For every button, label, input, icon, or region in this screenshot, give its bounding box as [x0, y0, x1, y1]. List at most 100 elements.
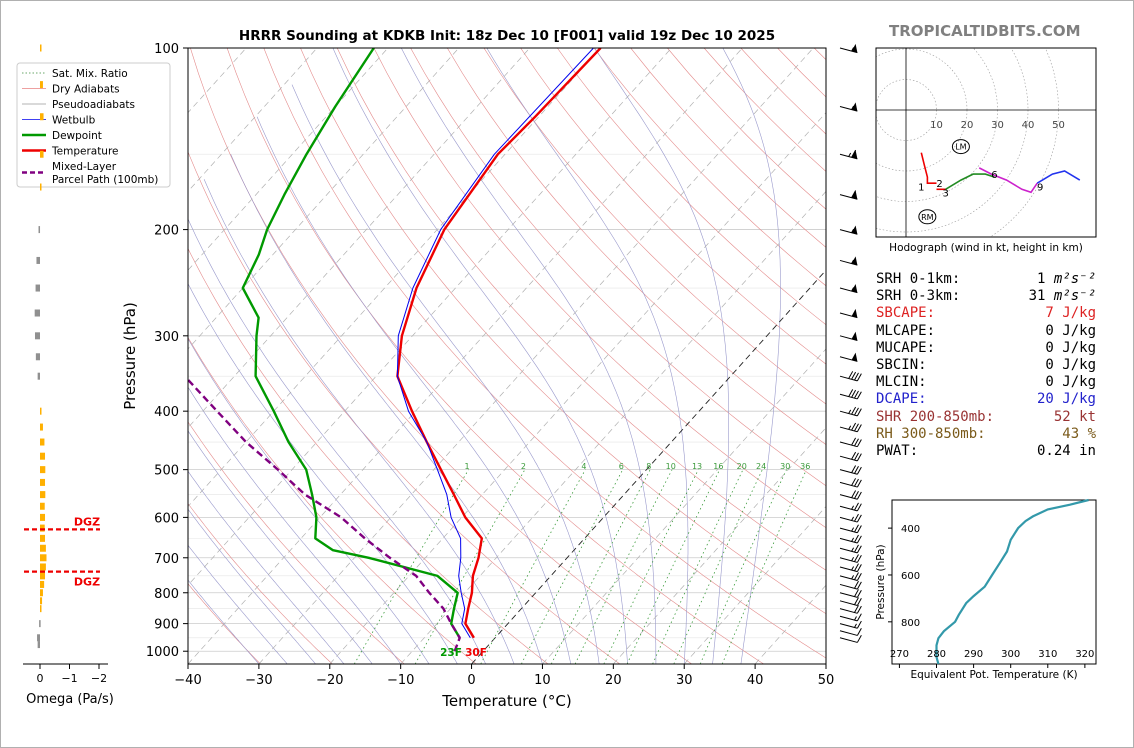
dewpoint-line — [241, 48, 461, 639]
mixing-ratio-label: 24 — [756, 462, 766, 471]
barb-full — [856, 466, 862, 475]
wind-barb — [839, 490, 862, 500]
barb-half — [848, 425, 852, 430]
barb-half — [848, 409, 852, 414]
barb-full — [856, 581, 862, 590]
stat-value: 43 % — [1062, 425, 1096, 442]
dry-adiabat — [190, 48, 692, 664]
legend-label: Parcel Path (100mb) — [52, 174, 158, 186]
dry-adiabat — [336, 48, 826, 571]
stat-row: PWAT: 0.24 in — [876, 443, 1096, 460]
wind-barb — [839, 620, 862, 629]
dgz-markers: DGZ DGZ — [24, 515, 100, 589]
wind-barb — [839, 149, 858, 160]
hodograph-height-label: 9 — [1037, 182, 1043, 193]
y-tick-label: 100 — [154, 42, 179, 57]
barb-full — [856, 479, 862, 488]
wind-barb — [839, 190, 858, 200]
omega-bar — [40, 438, 45, 446]
barb-full — [856, 491, 862, 500]
barb-full — [856, 514, 862, 523]
pseudoadiabat — [188, 338, 430, 664]
isotherm — [542, 348, 826, 664]
pseudoadiabat — [188, 430, 373, 664]
mixing-ratio-line — [353, 469, 469, 664]
mixing-ratio-label: 1 — [464, 462, 469, 471]
omega-bars — [34, 44, 47, 649]
omega-tick-label: 0 — [37, 672, 44, 685]
x-tick-label: −30 — [245, 673, 272, 688]
theta-e-x-label: Equivalent Pot. Temperature (K) — [910, 669, 1077, 681]
dgz-label: DGZ — [74, 576, 100, 589]
theta-e-content: 270 280 290 300 310 320 400 600 800 — [888, 498, 1094, 668]
stat-value: 0.24 in — [1036, 443, 1096, 460]
pseudoadiabat — [203, 179, 515, 664]
omega-bar — [40, 183, 42, 191]
barb-shaft — [839, 455, 858, 462]
theta-e-x-tick-label: 310 — [1038, 649, 1057, 660]
barb-half — [851, 557, 855, 562]
wind-barb — [839, 422, 862, 433]
stat-value-group: 0 J/kg — [1045, 323, 1096, 340]
barb-full — [854, 554, 859, 562]
wind-barb — [839, 589, 862, 598]
wind-barb — [839, 554, 862, 563]
hodograph-segment — [1036, 170, 1081, 184]
omega-bar — [40, 423, 43, 431]
omega-axis-label: Omega (Pa/s) — [26, 692, 114, 707]
wind-barb — [839, 613, 862, 622]
x-tick-label: 50 — [818, 673, 835, 688]
barb-shaft — [839, 637, 858, 643]
stat-value: 52 kt — [1053, 408, 1096, 425]
hodograph-segment — [945, 173, 995, 190]
omega-bar — [37, 641, 40, 649]
omega-tick-label: −2 — [91, 672, 107, 685]
stat-value: 0 J/kg — [1045, 374, 1096, 391]
x-tick-label: −40 — [174, 673, 201, 688]
barb-flag — [851, 190, 858, 200]
temperature-line — [396, 48, 602, 639]
wind-barb — [839, 478, 862, 488]
omega-bar — [35, 284, 40, 292]
x-tick-label: −10 — [387, 673, 414, 688]
legend-label: Pseudoadiabats — [52, 99, 135, 111]
omega-bar — [40, 563, 46, 571]
theta-e-frame — [891, 499, 1097, 665]
stat-value: 1 — [1036, 271, 1046, 287]
barb-half — [851, 566, 855, 571]
skew-t-series — [188, 48, 602, 652]
y-tick-label: 700 — [154, 552, 179, 567]
barb-shaft — [839, 259, 858, 266]
hodograph-ring-label: 30 — [991, 120, 1004, 131]
dry-adiabat — [226, 48, 764, 664]
hodograph-ring-label: 10 — [930, 120, 943, 131]
mixing-ratio-line — [414, 469, 526, 664]
mixing-ratio-line — [574, 469, 673, 664]
mixing-ratio-label: 2 — [521, 462, 526, 471]
hodograph-ring-label: 40 — [1022, 120, 1035, 131]
parcel-line — [188, 377, 461, 652]
pseudoadiabat — [594, 48, 729, 664]
stat-value-group: 0.24 in — [1037, 443, 1096, 460]
hodograph-ring-label: 20 — [961, 120, 974, 131]
barb-flag — [851, 43, 858, 53]
legend-label: Mixed-Layer — [52, 161, 117, 173]
mixing-ratio-labels: 1 2 4 6 8 10 13 16 20 24 30 36 — [464, 462, 810, 471]
barb-full — [851, 465, 857, 473]
omega-bar — [40, 580, 45, 588]
dry-adiabat — [188, 151, 621, 664]
stat-value: 0 J/kg — [1045, 357, 1096, 374]
barb-shaft — [839, 441, 858, 448]
barb-full — [854, 372, 859, 381]
mixing-ratio-label: 10 — [666, 462, 676, 471]
barb-half — [851, 287, 855, 292]
wind-barb — [839, 580, 862, 590]
isotherm — [188, 48, 460, 350]
barb-full — [856, 598, 862, 606]
barb-flag — [851, 331, 858, 341]
skew-t-frame — [187, 47, 827, 665]
omega-panel: 0 −1 −2 DGZ DGZ Omega (Pa/s) — [23, 44, 114, 707]
dry-adiabat — [188, 247, 549, 664]
barb-half — [851, 527, 855, 532]
